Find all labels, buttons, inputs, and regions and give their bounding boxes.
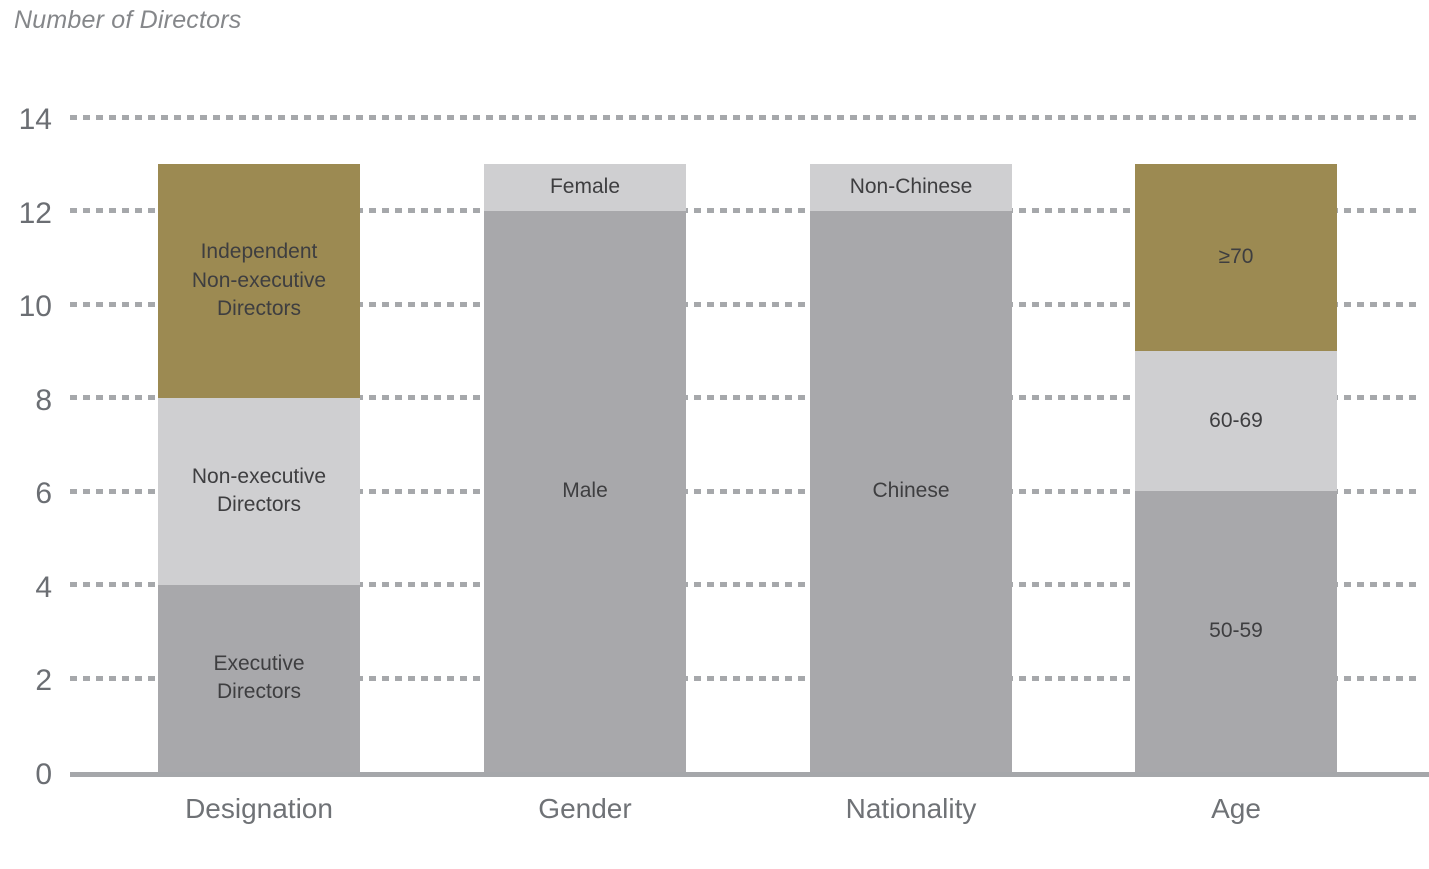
y-tick-label-0: 0	[35, 758, 52, 791]
x-axis-line	[70, 772, 1429, 777]
y-tick-label-12: 12	[18, 196, 52, 230]
gridline-14	[70, 114, 1420, 120]
x-axis-label-age: Age	[1211, 793, 1261, 824]
bar-segment-60-69: 60-69	[1135, 350, 1337, 492]
bar-segment-70: ≥70	[1135, 163, 1337, 351]
y-tick-label-10: 10	[18, 290, 52, 324]
bar-segment-male: Male	[484, 210, 686, 772]
y-tick-label-2: 2	[35, 664, 52, 698]
y-tick-label-4: 4	[35, 570, 52, 604]
x-axis-label-designation: Designation	[185, 793, 333, 824]
segment-label: 60-69	[1209, 408, 1263, 432]
segment-label: Chinese	[872, 479, 950, 503]
gridline-10	[70, 301, 1420, 307]
segment-label: Non-Chinese	[849, 175, 973, 198]
y-tick-label-14: 14	[18, 103, 52, 136]
gridline-2	[70, 675, 1420, 681]
bar-segment-non-chinese: Non-Chinese	[810, 163, 1012, 211]
bar-gender: Male Female	[484, 163, 686, 772]
segment-label: Male	[562, 479, 608, 503]
bar-segment-independent-non-executive-directors: Independent Non-executive Directors	[158, 163, 360, 398]
x-axis-label-nationality: Nationality	[845, 793, 977, 824]
y-tick-label-6: 6	[35, 477, 52, 511]
x-axis-label-gender: Gender	[538, 793, 632, 824]
bar-segment-chinese: Chinese	[810, 210, 1012, 772]
bar-segment-50-59: 50-59	[1135, 491, 1337, 772]
segment-label: Female	[549, 175, 621, 198]
bar-segment-executive-directors: Executive Directors	[158, 584, 360, 772]
segment-label: Executive Directors	[213, 652, 305, 704]
gridline-12	[70, 208, 1420, 214]
bar-designation: Executive Directors Non-executive Directors…	[158, 163, 360, 772]
segment-label: ≥70	[1218, 245, 1254, 269]
bar-age: 50-59 60-69 ≥70	[1135, 163, 1337, 772]
segment-label: Non-executive Directors	[191, 464, 327, 517]
gridline-4	[70, 582, 1420, 588]
bar-segment-female: Female	[484, 163, 686, 211]
bar-segment-non-executive-directors: Non-executive Directors	[158, 397, 360, 585]
gridline-8	[70, 395, 1420, 401]
chart-title: Number of Directors	[14, 6, 242, 34]
y-tick-label-8: 8	[35, 383, 52, 417]
gridline-6	[70, 488, 1420, 494]
segment-label: Independent Non-executive Directors	[191, 240, 327, 320]
segment-label: 50-59	[1209, 619, 1263, 643]
bar-nationality: Chinese Non-Chinese	[810, 163, 1012, 772]
